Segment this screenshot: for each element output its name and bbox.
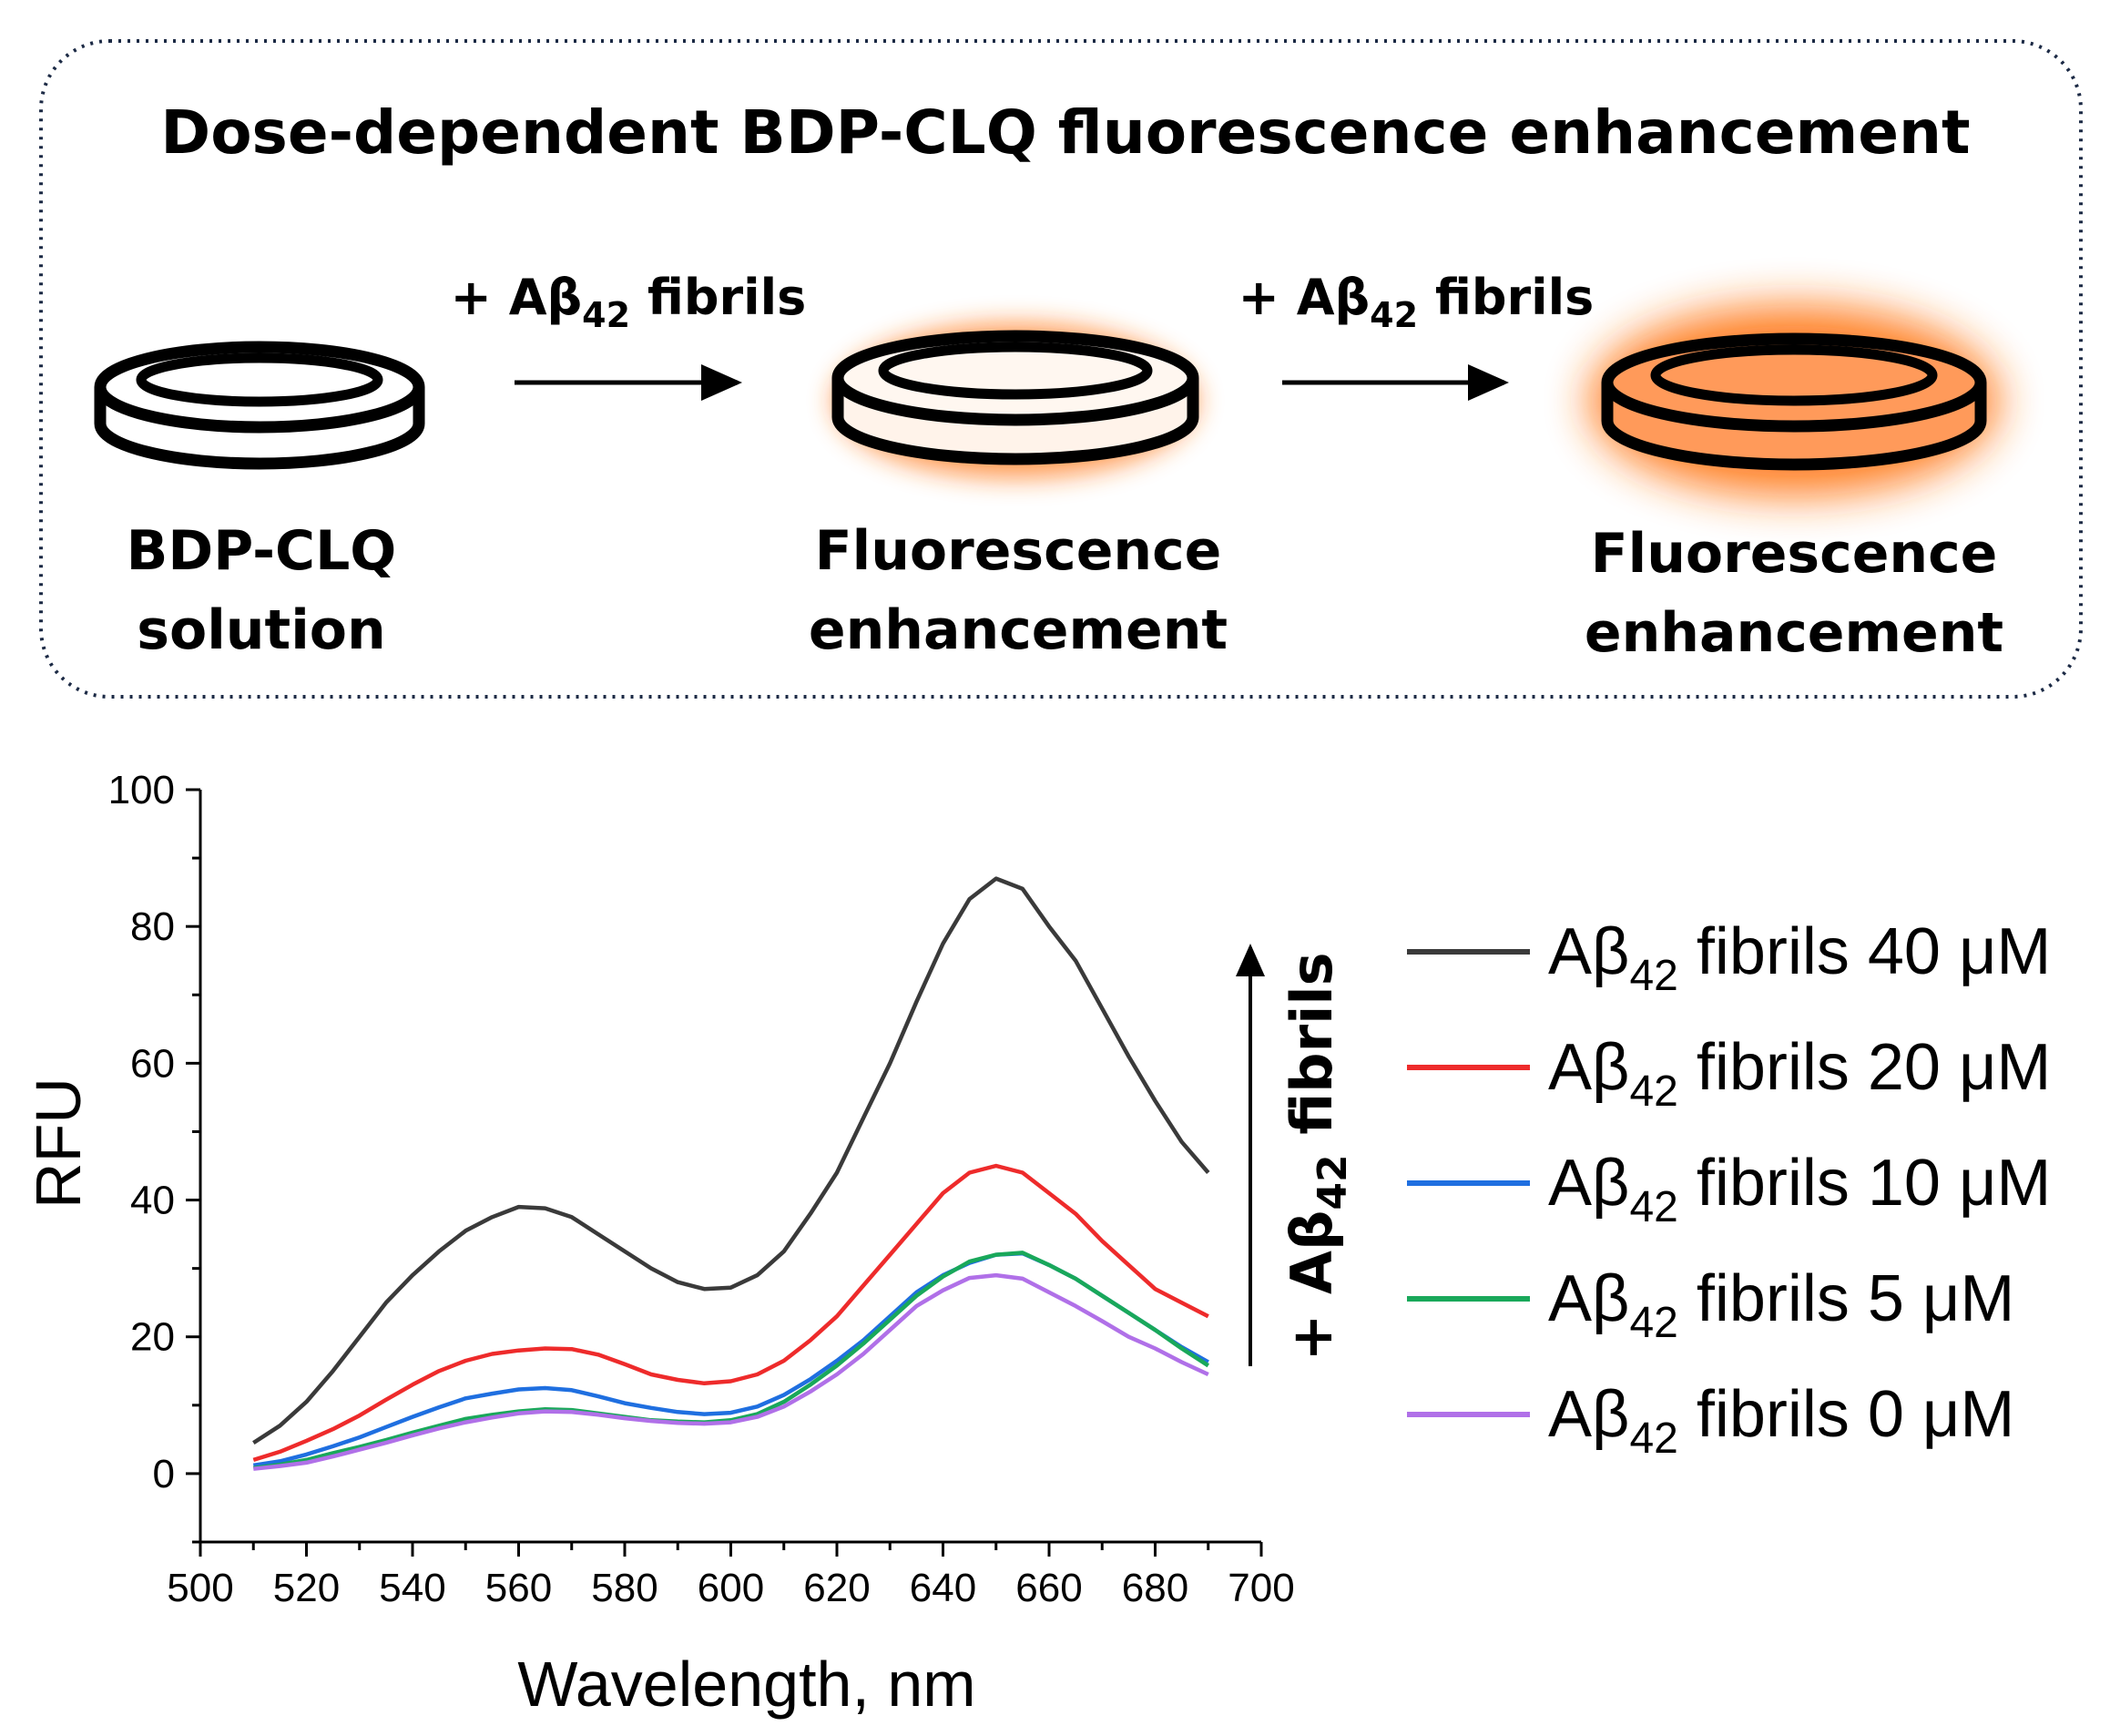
plot-lines [252, 876, 1210, 1471]
series-line-0 [253, 1272, 1209, 1471]
step-arrow-1-label: + Aβ42 fibrils [451, 269, 807, 335]
x-tick-label: 540 [379, 1566, 445, 1610]
dish-label-2: Fluorescence enhancement [809, 519, 1228, 662]
x-tick-label: 660 [1015, 1566, 1082, 1610]
x-tick-label: 620 [803, 1566, 870, 1610]
svg-text:BDP-CLQ: BDP-CLQ [127, 519, 397, 583]
y-tick-label: 100 [108, 768, 175, 812]
petri-dish-2-icon [831, 323, 1199, 478]
series-line-40 [252, 876, 1210, 1445]
ticks: 500 520 540 560 580 600 620 640 660 680 700 0 20 40 60… [108, 768, 1295, 1610]
y-tick-label: 60 [130, 1041, 175, 1086]
step-arrow-2: + Aβ42 fibrils [1238, 269, 1595, 401]
trend-arrow-label: + Aβ42 fibrils [1279, 952, 1356, 1361]
dish-label-3: Fluorescence enhancement [1585, 522, 2003, 665]
series-line-20 [252, 1163, 1209, 1463]
schematic-panel: Dose-dependent BDP-CLQ fluorescence enha… [39, 39, 2083, 699]
series-line-10 [252, 1251, 1209, 1468]
trend-arrow: + Aβ42 fibrils [1236, 944, 1356, 1366]
svg-text:enhancement: enhancement [809, 598, 1228, 662]
y-axis-label: RFU [23, 1077, 94, 1209]
y-tick-label: 20 [130, 1315, 175, 1360]
axes [199, 790, 1261, 1544]
series-line-5 [253, 1251, 1210, 1471]
step-arrow-1: + Aβ42 fibrils [451, 269, 807, 401]
petri-dish-1-icon [94, 341, 425, 470]
x-tick-label: 520 [273, 1566, 340, 1610]
x-axis-label: Wavelength, nm [517, 1649, 975, 1720]
y-tick-label: 80 [130, 904, 175, 949]
chart: 500 520 540 560 580 600 620 640 660 680 700 0 20 40 60… [23, 768, 2051, 1720]
legend-label: Aβ42 fibrils 20 μM [1548, 1031, 2051, 1116]
legend-label: Aβ42 fibrils 0 μM [1548, 1378, 2014, 1463]
y-tick-label: 0 [153, 1452, 175, 1496]
svg-text:enhancement: enhancement [1585, 601, 2003, 665]
svg-text:Fluorescence: Fluorescence [1591, 522, 1998, 586]
svg-text:Fluorescence: Fluorescence [815, 519, 1222, 583]
x-tick-label: 560 [485, 1566, 552, 1610]
y-tick-label: 40 [130, 1179, 175, 1223]
schematic-title: Dose-dependent BDP-CLQ fluorescence enha… [160, 97, 1970, 168]
x-tick-label: 500 [167, 1566, 233, 1610]
x-tick-label: 600 [698, 1566, 764, 1610]
petri-dish-3-icon [1589, 305, 1999, 496]
x-tick-label: 700 [1228, 1566, 1294, 1610]
legend: Aβ42 fibrils 40 μM Aβ42 fibrils 20 μM Aβ42… [1407, 915, 2051, 1463]
x-tick-label: 580 [591, 1566, 657, 1610]
x-tick-label: 640 [910, 1566, 976, 1610]
dish-label-1: BDP-CLQ solution [127, 519, 397, 662]
legend-label: Aβ42 fibrils 10 μM [1548, 1147, 2051, 1231]
step-arrow-2-label: + Aβ42 fibrils [1238, 269, 1595, 335]
svg-text:solution: solution [137, 598, 385, 662]
x-tick-label: 680 [1122, 1566, 1188, 1610]
legend-label: Aβ42 fibrils 40 μM [1548, 915, 2051, 1000]
schematic-border [39, 39, 2083, 699]
legend-label: Aβ42 fibrils 5 μM [1548, 1262, 2014, 1347]
